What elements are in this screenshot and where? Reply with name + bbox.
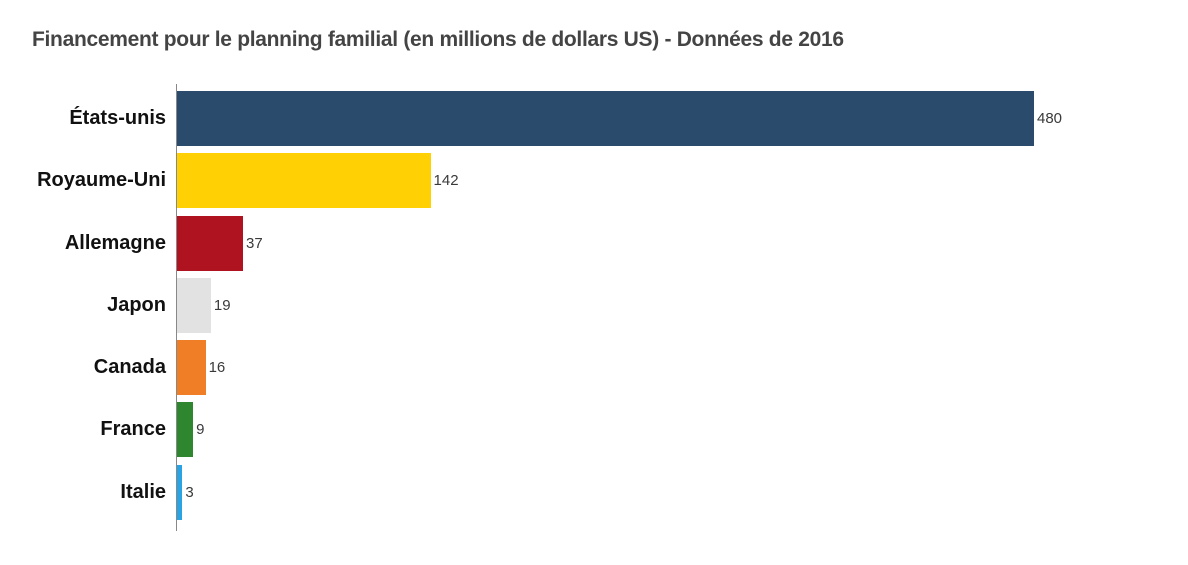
category-label: Allemagne [64,231,166,254]
bar-row: Japon 19 [0,277,1188,333]
bar [177,464,183,520]
bar-row: France 9 [0,402,1188,458]
bar-row: Italie 3 [0,464,1188,520]
value-label: 480 [1037,110,1063,127]
category-label: Italie [120,480,166,503]
value-label: 142 [433,172,459,190]
value-label: 9 [196,421,205,439]
bar [177,277,211,333]
category-label: Canada [93,356,166,379]
value-label: 16 [208,359,226,377]
bar-row: Allemagne 37 [0,215,1188,271]
bar [177,340,206,396]
bar-row: Royaume-Uni 142 [0,153,1188,209]
bar-rows: États-unis 480 Royaume-Uni 142 Allemagne 37 Ja… [0,91,1188,527]
bar-row: États-unis 480 [0,91,1188,146]
bar [177,402,194,458]
chart-title: Financement pour le planning familial (e… [32,28,844,51]
value-label: 19 [213,296,231,314]
value-label: 37 [246,234,263,252]
y-axis-line [176,84,177,531]
bar [177,153,431,209]
category-label: États-unis [69,107,166,129]
value-label: 3 [185,483,194,501]
category-label: France [100,418,166,441]
bar [177,215,244,271]
bar [177,91,1034,146]
bar-row: Canada 16 [0,340,1188,396]
category-label: Royaume-Uni [37,169,166,192]
category-label: Japon [107,293,166,316]
